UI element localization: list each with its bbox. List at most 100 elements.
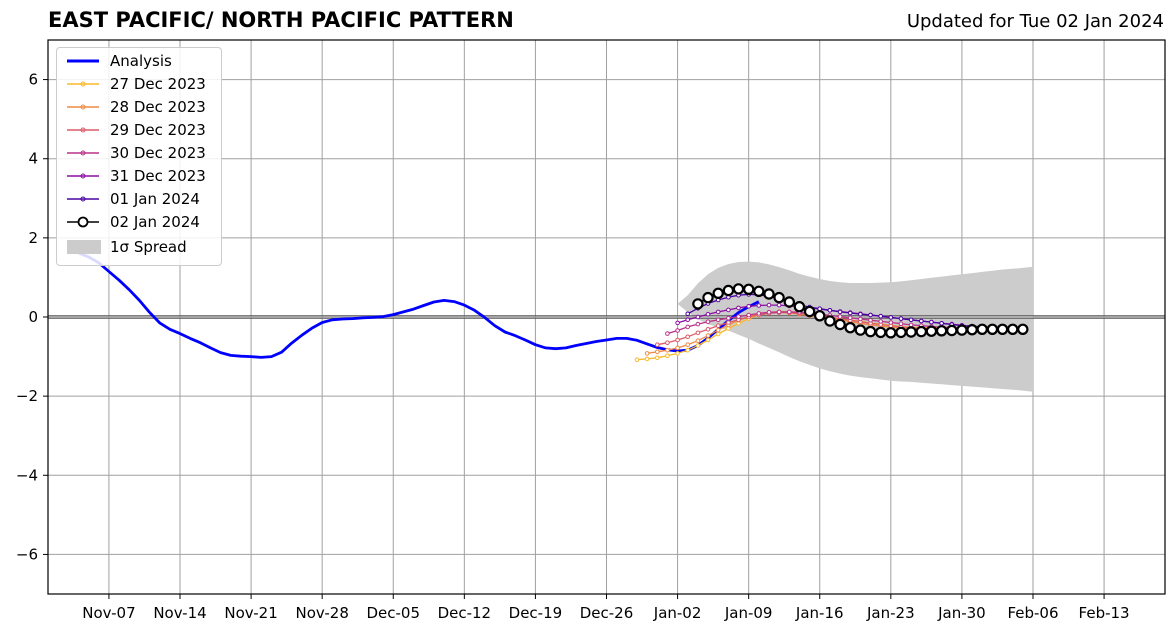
legend-label: 28 Dec 2023	[110, 98, 206, 116]
forecast-point	[946, 324, 958, 337]
x-tick-label: Feb-06	[1007, 604, 1058, 622]
forecast-point	[726, 326, 731, 331]
forecast-point	[847, 315, 853, 321]
forecast-point	[746, 312, 752, 318]
chart-title: EAST PACIFIC/ NORTH PACIFIC PATTERN	[48, 8, 514, 32]
legend-item-analysis: Analysis	[65, 50, 172, 72]
legend-swatch-forecast	[65, 168, 101, 184]
forecast-point	[996, 323, 1009, 335]
forecast-point	[908, 322, 914, 328]
forecast-point	[837, 309, 843, 315]
x-tick-label: Nov-07	[82, 604, 135, 622]
legend-swatch-forecast	[65, 76, 101, 92]
analysis-series	[67, 247, 760, 359]
forecast-point	[665, 340, 670, 346]
legend-swatch-spread	[65, 239, 101, 255]
forecast-point	[685, 324, 691, 330]
forecast-point	[986, 323, 999, 335]
forecast-point	[929, 319, 934, 325]
forecast-point	[655, 355, 660, 361]
y-tick-label: −2	[16, 387, 38, 405]
legend-item-spread: 1σ Spread	[65, 236, 187, 258]
forecast-point	[705, 319, 711, 325]
legend-swatch-forecast	[65, 99, 101, 115]
legend-label: 27 Dec 2023	[110, 75, 206, 93]
forecast-point	[736, 305, 741, 311]
forecast-point	[824, 315, 836, 327]
y-tick-label: 4	[28, 150, 38, 168]
forecast-point	[722, 284, 735, 297]
forecast-point	[743, 283, 755, 295]
forecast-point	[726, 320, 731, 325]
legend-label: Analysis	[110, 52, 172, 70]
forecast-point	[665, 353, 670, 359]
x-tick-label: Dec-05	[366, 604, 420, 622]
forecast-point	[715, 323, 721, 329]
forecast-point	[756, 303, 762, 308]
forecast-point	[1007, 323, 1019, 335]
forecast-point	[878, 319, 884, 324]
forecast-point	[756, 311, 762, 316]
forecast-point	[966, 324, 978, 336]
forecast-point	[746, 304, 752, 309]
forecast-point	[705, 327, 711, 332]
legend-item-forecast: 30 Dec 2023	[65, 142, 206, 164]
forecast-point	[898, 321, 904, 327]
y-tick-label: −6	[16, 545, 38, 563]
forecast-point	[939, 321, 944, 326]
legend-label: 30 Dec 2023	[110, 144, 206, 162]
forecast-point	[736, 314, 741, 319]
forecast-point	[868, 317, 873, 323]
forecast-point	[675, 345, 680, 351]
forecast-point	[705, 311, 711, 317]
forecast-point	[695, 321, 701, 327]
analysis-line	[67, 247, 760, 359]
forecast-point	[695, 343, 701, 348]
legend-item-forecast: 31 Dec 2023	[65, 165, 206, 187]
forecast-point	[817, 306, 823, 312]
forecast-point	[898, 316, 904, 321]
forecast-point	[705, 333, 711, 338]
forecast-point	[675, 320, 680, 326]
forecast-point	[885, 327, 897, 339]
forecast-point	[655, 349, 660, 355]
forecast-point	[908, 317, 914, 323]
forecast-point	[783, 296, 796, 308]
y-tick-label: 0	[28, 308, 38, 326]
forecast-point	[753, 285, 765, 297]
x-tick-label: Nov-21	[224, 604, 277, 622]
forecast-point	[695, 330, 701, 336]
forecast-point	[715, 331, 721, 337]
forecast-point	[675, 328, 680, 333]
forecast-point	[665, 347, 670, 353]
forecast-point	[712, 287, 724, 299]
forecast-point	[644, 356, 650, 362]
forecast-point	[685, 347, 691, 353]
forecast-series-7	[692, 283, 1029, 339]
forecast-point	[692, 298, 704, 310]
x-tick-label: Jan-02	[653, 604, 702, 622]
forecast-point	[776, 302, 782, 308]
x-tick-label: Feb-13	[1079, 604, 1130, 622]
forecast-point	[919, 318, 924, 324]
forecast-point	[905, 326, 917, 338]
legend-item-forecast: 28 Dec 2023	[65, 96, 206, 118]
forecast-point	[715, 317, 721, 323]
legend-swatch-forecast	[65, 191, 101, 207]
forecast-point	[956, 324, 968, 336]
forecast-point	[685, 317, 691, 323]
axis-ticks: −6 −4 −2 0 2 4 6 Nov-07 Nov-14 Nov-21 Nov-28 Dec-05…	[16, 71, 1130, 622]
forecast-point	[655, 342, 660, 348]
updated-label: Updated for Tue 02 Jan 2024	[906, 11, 1164, 32]
forecast-point	[888, 315, 894, 320]
forecast-point	[864, 325, 877, 338]
x-tick-label: Dec-19	[509, 604, 563, 622]
forecast-point	[685, 311, 691, 317]
forecast-point	[814, 310, 826, 322]
forecast-point	[837, 314, 843, 319]
forecast-point	[695, 314, 701, 320]
grid-lines	[48, 40, 1165, 594]
legend-label: 01 Jan 2024	[110, 190, 200, 208]
forecast-point	[715, 327, 721, 333]
